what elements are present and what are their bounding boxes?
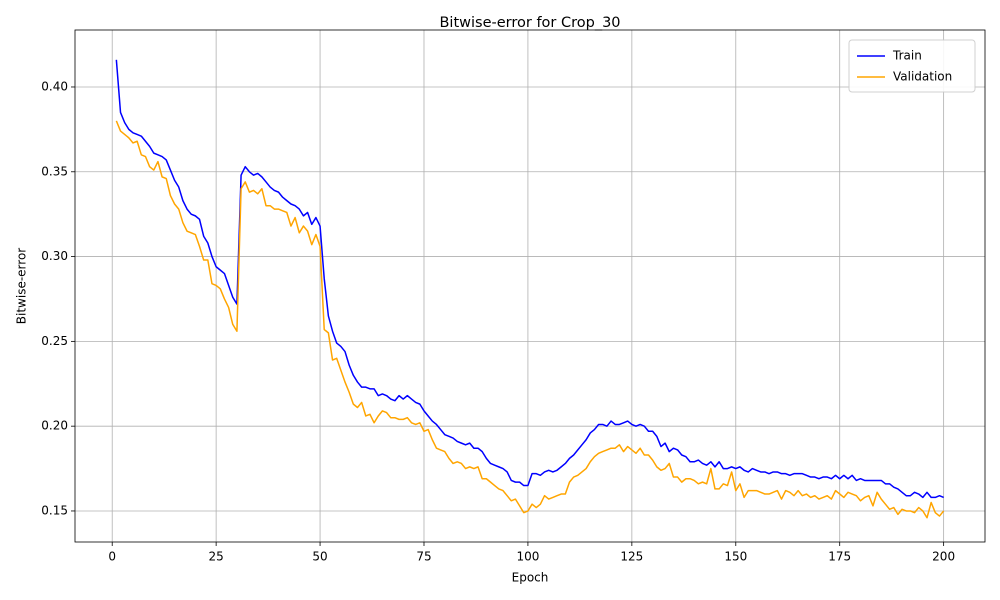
y-tick-label: 0.15 xyxy=(41,503,68,517)
plot-frame xyxy=(74,29,986,543)
x-tick-label: 200 xyxy=(932,550,955,564)
x-tick-label: 0 xyxy=(108,550,116,564)
legend-label: Validation xyxy=(893,70,952,84)
x-tick-label: 175 xyxy=(828,550,851,564)
x-tick-label: 125 xyxy=(620,550,643,564)
series-line xyxy=(115,59,944,499)
x-tick-label: 150 xyxy=(724,550,747,564)
y-tick-label: 0.35 xyxy=(41,164,68,178)
y-tick-label: 0.20 xyxy=(41,419,68,433)
y-tick-label: 0.30 xyxy=(41,249,68,263)
x-tick-label: 25 xyxy=(208,550,223,564)
x-tick-label: 100 xyxy=(516,550,539,564)
series-line xyxy=(115,120,945,519)
x-tick-label: 75 xyxy=(416,550,431,564)
y-tick-label: 0.40 xyxy=(41,79,68,93)
legend-box xyxy=(848,39,976,93)
x-tick-label: 50 xyxy=(312,550,327,564)
legend-label: Train xyxy=(892,49,922,63)
x-axis-label: Epoch xyxy=(512,571,549,585)
y-axis-label: Bitwise-error xyxy=(15,248,29,325)
chart-title: Bitwise-error for Crop_30 xyxy=(439,15,620,31)
y-tick-label: 0.25 xyxy=(41,334,68,348)
